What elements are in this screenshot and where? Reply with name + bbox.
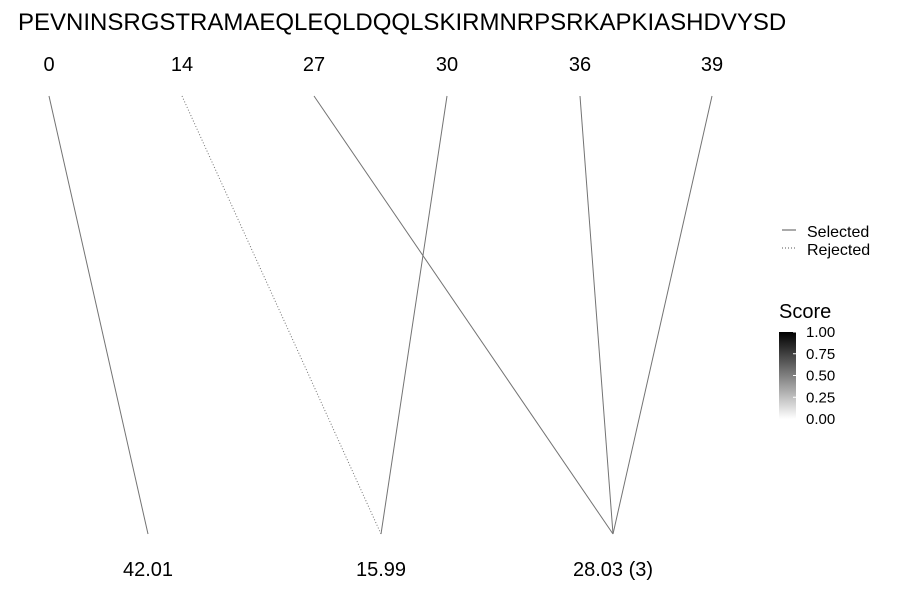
selected-connection-line (48, 95, 149, 535)
top-position-label: 36 (569, 54, 591, 76)
score-colorbar (779, 332, 796, 419)
bottom-mass-label: 15.99 (356, 559, 406, 581)
score-tick-label: 0.50 (806, 368, 835, 385)
bottom-mass-label: 42.01 (123, 559, 173, 581)
score-tick-label: 0.25 (806, 389, 835, 406)
score-legend: Score 1.00 0.75 0.50 0.25 0.00 (779, 301, 835, 428)
rejected-connection-line (181, 95, 382, 535)
top-position-label: 14 (171, 54, 193, 76)
selected-connection-line (380, 95, 448, 535)
selected-connection-line (313, 95, 614, 535)
selected-connection-line (579, 95, 614, 535)
sequence-label: PEVNINSRGSTRAMAEQLEQLDQQLSKIRMNRPSRKAPKI… (18, 9, 786, 36)
bottom-mass-labels: 42.01 15.99 28.03 (3) (123, 559, 653, 581)
top-position-label: 0 (43, 54, 54, 76)
connection-lines (48, 95, 713, 535)
legend-selected-label: Selected (807, 224, 869, 241)
score-legend-title: Score (779, 301, 831, 323)
top-position-label: 27 (303, 54, 325, 76)
bottom-mass-label: 28.03 (3) (573, 559, 653, 581)
linetype-legend: Selected Rejected (782, 224, 870, 259)
legend-rejected-label: Rejected (807, 242, 870, 259)
score-tick-label: 0.75 (806, 346, 835, 363)
top-position-labels: 0 14 27 30 36 39 (43, 54, 723, 76)
top-position-label: 30 (436, 54, 458, 76)
score-tick-label: 1.00 (806, 324, 835, 341)
score-colorbar-ticks: 1.00 0.75 0.50 0.25 0.00 (793, 324, 835, 428)
selected-connection-line (612, 95, 713, 535)
top-position-label: 39 (701, 54, 723, 76)
score-tick-label: 0.00 (806, 411, 835, 428)
